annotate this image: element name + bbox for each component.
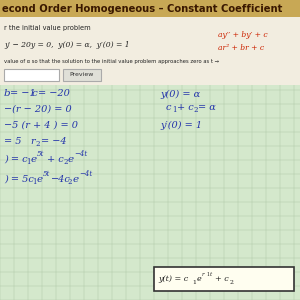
Text: t: t [210, 272, 212, 278]
Text: = −20: = −20 [38, 89, 70, 98]
Text: r: r [30, 136, 34, 146]
Text: y′(0) = 1: y′(0) = 1 [160, 120, 202, 130]
Text: y(t) = c: y(t) = c [158, 275, 188, 283]
Text: = α: = α [198, 103, 216, 112]
Text: 2: 2 [68, 178, 73, 186]
Text: −4c: −4c [51, 175, 71, 184]
Text: e: e [197, 275, 202, 283]
Text: 1: 1 [192, 280, 196, 284]
Text: 1: 1 [206, 272, 209, 278]
Bar [63, 69, 101, 81]
Text: 1: 1 [32, 178, 37, 186]
Text: b: b [4, 89, 11, 98]
Text: 1: 1 [26, 158, 31, 166]
Bar [0, 0, 300, 17]
Text: = −1: = −1 [10, 89, 36, 98]
Text: −5 (r + 4 ) = 0: −5 (r + 4 ) = 0 [4, 121, 78, 130]
Text: value of α so that the solution to the initial value problem approaches zero as : value of α so that the solution to the i… [4, 59, 219, 64]
Text: r: r [202, 272, 205, 278]
Text: −4t: −4t [74, 150, 87, 158]
Text: ay′′ + by′ + c: ay′′ + by′ + c [218, 31, 268, 39]
Text: 2: 2 [230, 280, 234, 284]
Text: 5t: 5t [37, 150, 44, 158]
Text: 2: 2 [63, 158, 68, 166]
Text: + c: + c [47, 154, 64, 164]
Text: Preview: Preview [70, 73, 94, 77]
Text: c: c [166, 103, 172, 112]
Text: ) = c: ) = c [4, 154, 28, 164]
Text: e: e [73, 175, 79, 184]
Text: e: e [68, 154, 74, 164]
Bar [4, 69, 59, 81]
Text: y(0) = α: y(0) = α [160, 89, 200, 99]
Text: 5t: 5t [43, 170, 50, 178]
Text: ar² + br + c: ar² + br + c [218, 44, 264, 52]
Text: 2: 2 [36, 140, 40, 148]
Text: y′ − 20y = 0,  y(0) = α,  y′(0) = 1: y′ − 20y = 0, y(0) = α, y′(0) = 1 [4, 41, 130, 49]
Text: = −4: = −4 [41, 136, 67, 146]
Text: 1: 1 [172, 106, 176, 114]
Bar [0, 85, 300, 300]
Text: 2: 2 [193, 106, 197, 114]
Text: e: e [31, 154, 37, 164]
FancyBboxPatch shape [154, 267, 294, 291]
Text: ) = 5c: ) = 5c [4, 175, 34, 184]
Text: + c: + c [177, 103, 194, 112]
Text: c: c [32, 89, 38, 98]
Bar [0, 17, 300, 85]
Text: −(r − 20) = 0: −(r − 20) = 0 [4, 104, 72, 113]
Text: = 5: = 5 [4, 136, 22, 146]
Text: + c: + c [215, 275, 229, 283]
Text: e: e [37, 175, 43, 184]
Text: r the initial value problem: r the initial value problem [4, 25, 91, 31]
Text: econd Order Homogeneous – Constant Coefficient: econd Order Homogeneous – Constant Coeff… [2, 4, 282, 14]
Text: −4t: −4t [79, 170, 92, 178]
